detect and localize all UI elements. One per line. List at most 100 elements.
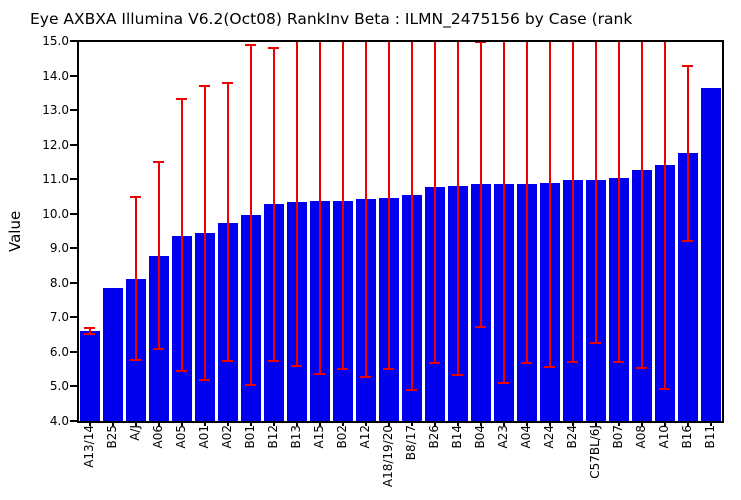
x-tick-mark xyxy=(157,421,160,426)
error-bar-bottom-cap xyxy=(268,359,279,362)
error-bar-line xyxy=(410,41,413,390)
x-tick-mark xyxy=(686,421,689,426)
error-bar-bottom-cap xyxy=(199,378,210,381)
error-bar-line xyxy=(134,196,137,360)
x-tick-mark xyxy=(111,421,114,426)
y-tick-mark xyxy=(70,178,78,181)
error-bar-line xyxy=(617,41,620,363)
x-tick-mark xyxy=(709,421,712,426)
y-tick-label: 14.0 xyxy=(42,68,69,83)
error-bar-bottom-cap xyxy=(544,365,555,368)
error-bar-bottom-cap xyxy=(475,326,486,329)
error-bar-line xyxy=(341,41,344,370)
y-tick-label: 12.0 xyxy=(42,137,69,152)
error-bar-line xyxy=(157,161,160,350)
error-bar-top-cap xyxy=(268,46,279,49)
error-bar-line xyxy=(272,47,275,361)
error-bar-bottom-cap xyxy=(383,368,394,371)
error-bar-line xyxy=(180,98,183,371)
x-tick-label: A/J xyxy=(127,425,142,441)
x-tick-label: A24 xyxy=(541,425,556,449)
y-tick-mark xyxy=(70,385,78,388)
x-tick-mark xyxy=(571,421,574,426)
error-bar-line xyxy=(640,41,643,368)
error-bar-bottom-cap xyxy=(245,384,256,387)
error-bar-top-cap xyxy=(475,41,486,44)
x-tick-mark xyxy=(617,421,620,426)
error-bar-line xyxy=(571,41,574,362)
x-tick-mark xyxy=(433,421,436,426)
x-tick-label: A06 xyxy=(150,425,165,449)
y-tick-label: 9.0 xyxy=(49,241,69,256)
x-tick-label: B8/17 xyxy=(403,425,418,461)
y-tick-label: 15.0 xyxy=(42,34,69,48)
error-bar-line xyxy=(525,41,528,363)
error-bar-line xyxy=(594,41,597,344)
error-bar-line xyxy=(318,41,321,375)
error-bar-bottom-cap xyxy=(659,388,670,391)
x-tick-mark xyxy=(341,421,344,426)
x-tick-label: B14 xyxy=(449,425,464,449)
error-bar-line xyxy=(502,41,505,383)
chart-title: Eye AXBXA Illumina V6.2(Oct08) RankInv B… xyxy=(30,10,633,28)
error-bar-bottom-cap xyxy=(498,381,509,384)
y-tick-mark xyxy=(70,109,78,112)
x-tick-label: B16 xyxy=(679,425,694,449)
x-tick-label: B02 xyxy=(334,425,349,449)
error-bar-bottom-cap xyxy=(567,360,578,363)
bar xyxy=(700,87,721,421)
y-tick-mark xyxy=(70,281,78,284)
y-axis-title: Value xyxy=(6,210,24,252)
error-bar-line xyxy=(203,85,206,380)
error-bar-line xyxy=(364,41,367,377)
x-tick-label: B24 xyxy=(564,425,579,449)
error-bar-line xyxy=(249,45,252,386)
x-tick-label: C57BL/6J xyxy=(587,425,602,479)
y-tick-label: 4.0 xyxy=(49,414,69,428)
error-bar-bottom-cap xyxy=(222,359,233,362)
x-tick-label: B11 xyxy=(702,425,717,449)
error-bar-top-cap xyxy=(84,327,95,330)
y-tick-mark xyxy=(70,316,78,319)
error-bar-top-cap xyxy=(199,84,210,87)
y-tick-label: 11.0 xyxy=(42,172,69,187)
x-tick-mark xyxy=(272,421,275,426)
error-bar-bottom-cap xyxy=(314,373,325,376)
error-bar-top-cap xyxy=(682,65,693,68)
y-tick-mark xyxy=(70,247,78,250)
x-tick-label: A18/19/20 xyxy=(380,425,395,488)
bar xyxy=(677,152,698,421)
x-tick-mark xyxy=(594,421,597,426)
error-bar-bottom-cap xyxy=(636,366,647,369)
error-bar-bottom-cap xyxy=(452,374,463,377)
y-tick-label: 7.0 xyxy=(49,310,69,325)
x-tick-mark xyxy=(180,421,183,426)
x-tick-label: B01 xyxy=(242,425,257,449)
error-bar-top-cap xyxy=(130,195,141,198)
x-tick-mark xyxy=(525,421,528,426)
error-bar-line xyxy=(295,41,298,367)
error-bar-bottom-cap xyxy=(291,365,302,368)
x-tick-mark xyxy=(364,421,367,426)
error-bar-bottom-cap xyxy=(153,348,164,351)
x-tick-mark xyxy=(640,421,643,426)
x-tick-mark xyxy=(226,421,229,426)
error-bar-bottom-cap xyxy=(406,388,417,391)
y-tick-mark xyxy=(70,350,78,353)
x-tick-label: A10 xyxy=(656,425,671,449)
x-tick-label: A02 xyxy=(219,425,234,449)
error-bar-line xyxy=(479,42,482,328)
x-tick-mark xyxy=(203,421,206,426)
y-tick-label: 6.0 xyxy=(49,344,69,359)
error-bar-bottom-cap xyxy=(429,362,440,365)
error-bar-line xyxy=(663,41,666,390)
error-bar-top-cap xyxy=(153,160,164,163)
x-tick-mark xyxy=(295,421,298,426)
error-bar-bottom-cap xyxy=(176,369,187,372)
x-tick-label: A01 xyxy=(196,425,211,449)
x-tick-mark xyxy=(88,421,91,426)
x-tick-mark xyxy=(410,421,413,426)
y-tick-mark xyxy=(70,143,78,146)
error-bar-bottom-cap xyxy=(337,368,348,371)
